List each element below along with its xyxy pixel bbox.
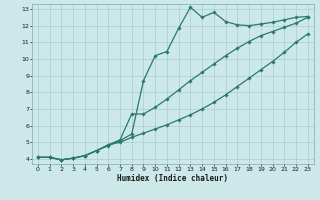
X-axis label: Humidex (Indice chaleur): Humidex (Indice chaleur) — [117, 174, 228, 183]
